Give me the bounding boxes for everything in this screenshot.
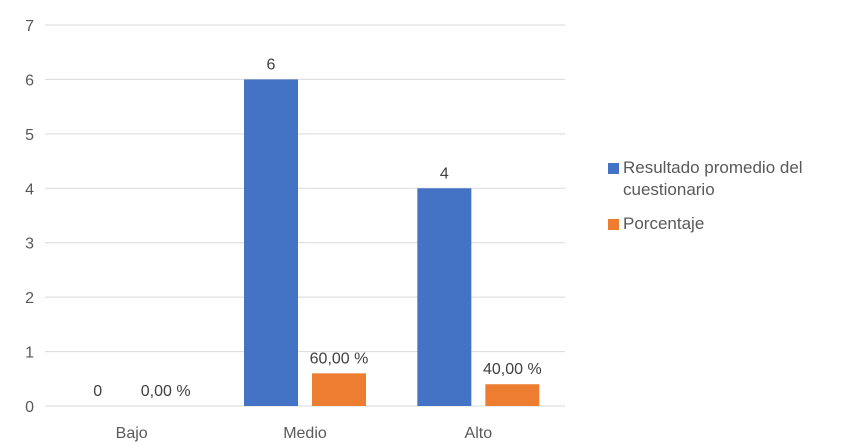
legend: Resultado promedio del cuestionario Porc…	[608, 157, 863, 247]
x-tick-label: Medio	[283, 425, 327, 442]
data-label: 0,00 %	[141, 383, 191, 400]
x-tick-label: Bajo	[116, 425, 148, 442]
data-label: 6	[267, 56, 276, 73]
legend-label-series-2: Porcentaje	[623, 214, 705, 233]
y-tick-label: 7	[25, 18, 34, 35]
legend-swatch-series-1	[608, 163, 619, 174]
bar-porcentaje	[312, 373, 366, 406]
data-label: 40,00 %	[483, 361, 542, 378]
data-label: 60,00 %	[310, 350, 369, 367]
legend-swatch-series-2	[608, 219, 619, 230]
y-tick-label: 0	[25, 399, 34, 416]
legend-label-series-1: Resultado promedio del cuestionario	[623, 158, 803, 199]
legend-item-series-1: Resultado promedio del cuestionario	[608, 157, 863, 201]
bar-porcentaje	[485, 384, 540, 406]
data-label: 4	[440, 165, 449, 182]
data-label: 0	[93, 383, 102, 400]
legend-item-series-2: Porcentaje	[608, 213, 863, 235]
bar-resultado	[417, 188, 472, 406]
y-tick-label: 1	[25, 345, 34, 362]
x-tick-label: Alto	[465, 425, 493, 442]
y-tick-label: 2	[25, 290, 34, 307]
bar-resultado	[244, 79, 298, 406]
y-tick-label: 4	[25, 181, 34, 198]
y-tick-label: 3	[25, 236, 34, 253]
y-tick-label: 5	[25, 127, 34, 144]
y-tick-label: 6	[25, 72, 34, 89]
